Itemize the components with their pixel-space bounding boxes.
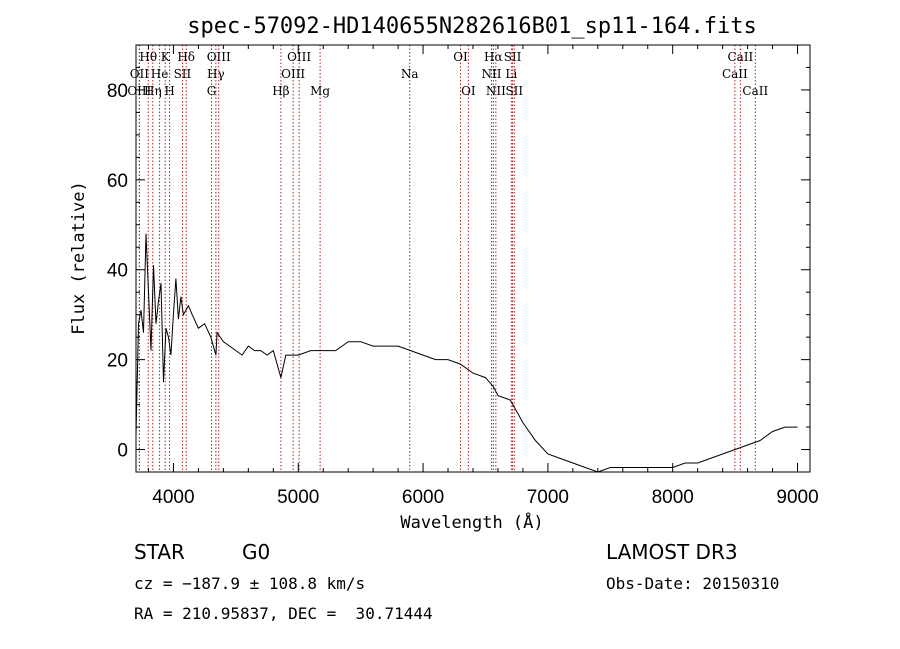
spectral-line-label: K: [161, 50, 171, 64]
plot-frame: [135, 44, 811, 473]
redshift-velocity: cz = −187.9 ± 108.8 km/s: [134, 574, 366, 593]
chart-title: spec-57092-HD140655N282616B01_sp11-164.f…: [187, 14, 757, 39]
observation-date: Obs-Date: 20150310: [606, 574, 780, 593]
y-tick-label: 60: [107, 171, 128, 192]
spectral-line-label: Hβ: [272, 84, 289, 98]
spectral-line-label: OIII: [281, 67, 305, 81]
spectral-line-markers: [138, 45, 756, 472]
spectral-line-label: SII: [174, 67, 192, 81]
y-tick-label: 0: [117, 441, 128, 462]
x-tick-label: 4000: [152, 487, 194, 508]
spectral-line-label: H: [164, 84, 174, 98]
spectral-line-label: Hδ: [177, 50, 195, 64]
x-tick-label: 5000: [277, 487, 319, 508]
spectrum-line: [135, 233, 798, 473]
spectral-line-label: Hθ: [139, 50, 157, 64]
survey-name: LAMOST DR3: [606, 540, 738, 564]
spectral-line-label: Li: [505, 67, 517, 81]
spectral-line-label: OIII: [287, 50, 311, 64]
object-subclass: G0: [242, 540, 271, 564]
y-tick-label: 80: [107, 81, 128, 102]
spectral-line-label: OIII: [127, 84, 151, 98]
spectral-line-label: Hγ: [207, 67, 225, 81]
x-tick-label: 8000: [652, 487, 694, 508]
y-axis-label: Flux (relative): [69, 181, 89, 335]
spectral-line-label: Na: [401, 67, 419, 81]
spectral-line-label: CaII: [727, 50, 753, 64]
spectral-line-label: CaII: [742, 84, 768, 98]
y-tick-label: 40: [107, 261, 128, 282]
spectral-line-label: CaII: [722, 67, 748, 81]
y-axis-ticks: 0 20 40 60 80: [107, 66, 810, 462]
x-tick-label: 7000: [527, 487, 569, 508]
spectral-line-label: NII: [486, 84, 506, 98]
spectral-line-label: OIII: [207, 50, 231, 64]
object-class: STAR: [134, 540, 185, 564]
spectral-line-label: Hα: [484, 50, 503, 64]
spectral-line-label: G: [207, 84, 217, 98]
x-tick-label: 9000: [776, 487, 818, 508]
spectral-line-label: OI: [461, 84, 476, 98]
spectral-line-label: Mg: [310, 84, 330, 98]
spectral-line-label: Hη: [144, 84, 162, 98]
spectral-line-label: He: [151, 67, 169, 81]
x-axis-ticks: 4000 5000 6000 7000 8000 9000: [147, 45, 819, 508]
x-tick-label: 6000: [402, 487, 444, 508]
spectral-line-label: SII: [505, 84, 523, 98]
spectral-line-label: NII: [481, 67, 501, 81]
spectral-line-label: OI: [453, 50, 468, 64]
x-axis-label: Wavelength (Å): [400, 511, 543, 533]
spectral-line-label: SII: [504, 50, 522, 64]
y-tick-label: 20: [107, 351, 128, 372]
spectral-line-label: OII: [130, 67, 150, 81]
coordinates: RA = 210.95837, DEC = 30.71444: [134, 604, 433, 623]
